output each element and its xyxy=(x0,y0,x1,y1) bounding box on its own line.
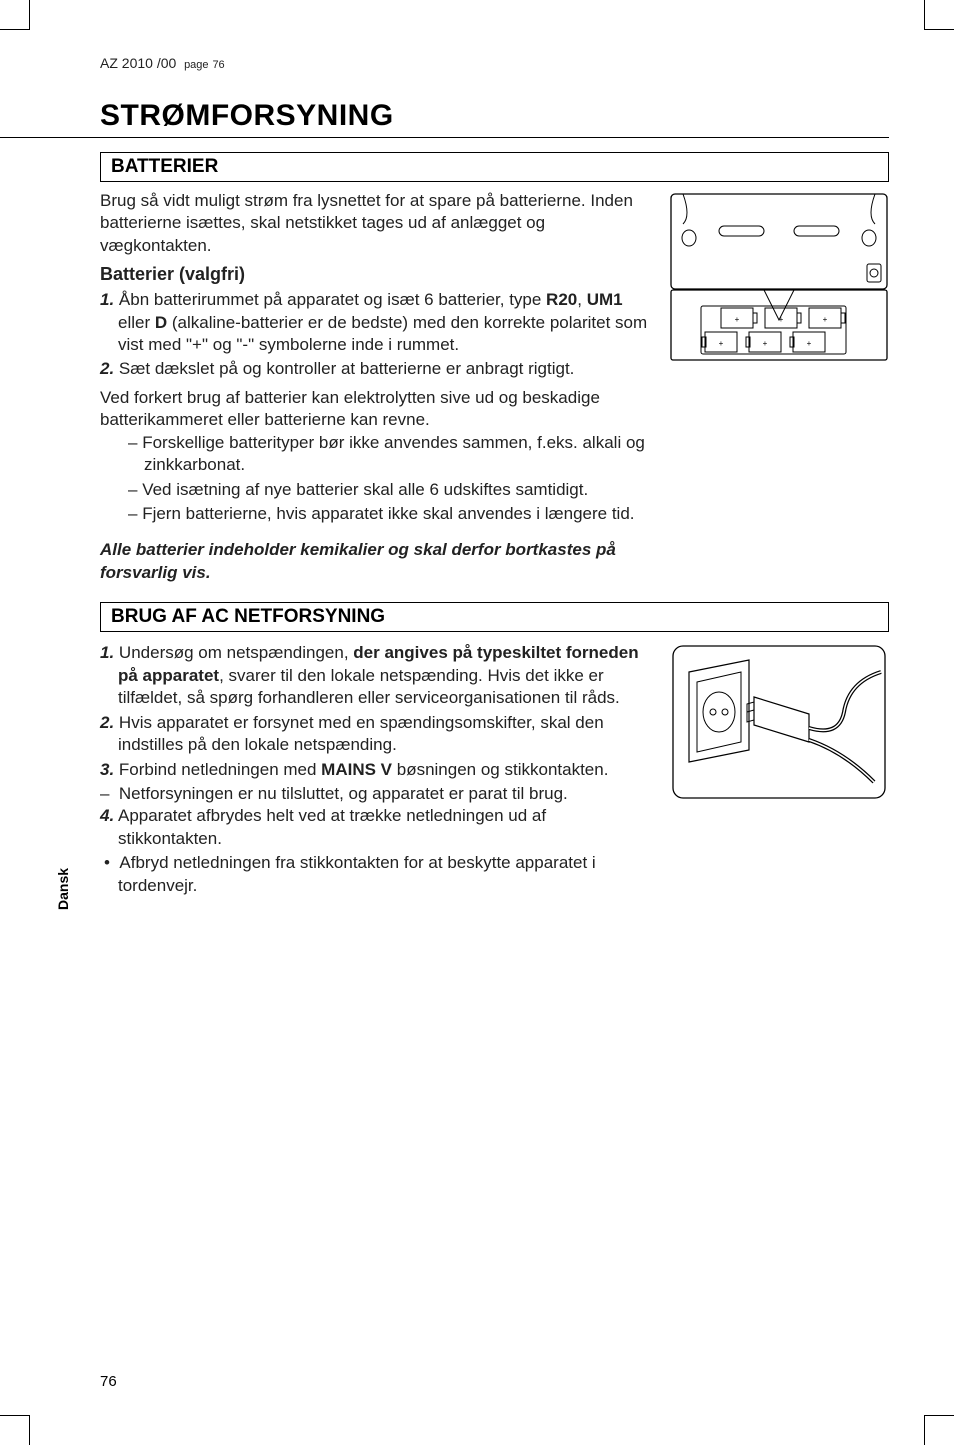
svg-text:+: + xyxy=(735,315,740,324)
page-label: page xyxy=(184,59,208,71)
section-bar-ac: BRUG AF AC NETFORSYNING xyxy=(100,602,889,632)
batteries-dash-2: Ved isætning af nye batterier skal alle … xyxy=(144,479,649,501)
svg-text:+: + xyxy=(779,315,784,324)
ac-step-3: 3. Forbind netledningen med MAINS V bøsn… xyxy=(100,759,649,781)
battery-diagram: + + + + + + xyxy=(669,190,889,385)
ac-step-4: 4. Apparatet afbrydes helt ved at trække… xyxy=(100,805,649,850)
doc-id: AZ 2010 /00 xyxy=(100,55,176,71)
section-bar-batteries: BATTERIER xyxy=(100,152,889,182)
page-title: STRØMFORSYNING xyxy=(100,99,889,133)
svg-text:+: + xyxy=(763,339,768,348)
batteries-intro: Brug så vidt muligt strøm fra lysnettet … xyxy=(100,190,649,257)
page-number: 76 xyxy=(100,1373,117,1390)
batteries-subhead: Batterier (valgfri) xyxy=(100,263,649,287)
batteries-note: Alle batterier indeholder kemikalier og … xyxy=(100,539,649,584)
language-tab: Dansk xyxy=(55,868,71,910)
ac-step-2: 2. Hvis apparatet er forsynet med en spæ… xyxy=(100,712,649,757)
svg-text:+: + xyxy=(719,339,724,348)
batteries-dash-1: Forskellige batterityper bør ikke anvend… xyxy=(144,432,649,477)
num-1: 1. xyxy=(100,290,114,309)
batteries-dash-3: Fjern batterierne, hvis apparatet ikke s… xyxy=(144,503,649,525)
batteries-step-2: 2. Sæt dækslet på og kontroller at batte… xyxy=(100,358,649,380)
batteries-para2: Ved forkert brug af batterier kan elektr… xyxy=(100,387,649,432)
num-2: 2. xyxy=(100,359,114,378)
svg-text:+: + xyxy=(823,315,828,324)
title-rule xyxy=(0,137,889,138)
page-num-top: 76 xyxy=(212,59,224,71)
page-header: AZ 2010 /00 page 76 xyxy=(100,55,889,71)
svg-text:+: + xyxy=(807,339,812,348)
batteries-step-1: 1. Åbn batterirummet på apparatet og isæ… xyxy=(100,289,649,356)
plug-diagram xyxy=(669,642,889,802)
ac-step-1: 1. Undersøg om netspændingen, der angive… xyxy=(100,642,649,709)
ac-dash: – Netforsyningen er nu tilsluttet, og ap… xyxy=(100,783,649,805)
ac-bullet: • Afbryd netledningen fra stikkontakten … xyxy=(100,852,649,897)
